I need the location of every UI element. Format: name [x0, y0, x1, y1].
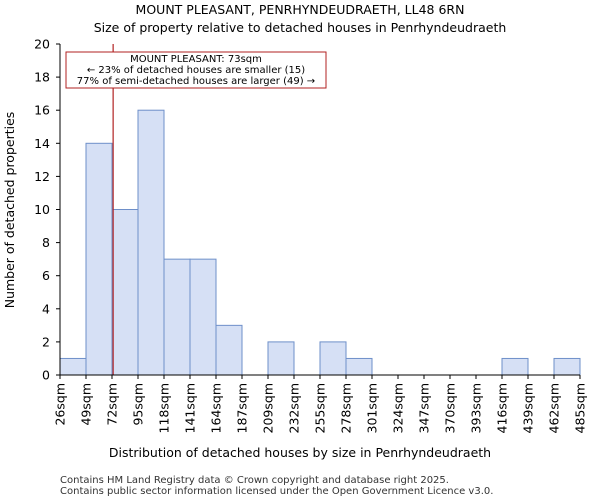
x-tick-label: 209sqm — [261, 383, 276, 433]
x-tick-label: 462sqm — [547, 383, 562, 433]
bar-141sqm — [189, 258, 217, 376]
x-tick-label: 72sqm — [105, 383, 120, 426]
bar-118sqm — [163, 258, 191, 376]
x-tick-label: 439sqm — [521, 383, 536, 433]
y-tick-label: 2 — [42, 334, 50, 349]
y-ticks: 0 2 4 6 8 10 12 14 16 18 20 — [34, 37, 60, 383]
marker: MOUNT PLEASANT: 73sqm← 23% of detached h… — [65, 44, 327, 375]
x-tick-label: 393sqm — [469, 383, 484, 433]
x-tick-label: 164sqm — [209, 383, 224, 433]
annotation-line-3: 77% of semi-detached houses are larger (… — [77, 76, 315, 87]
y-tick-label: 12 — [34, 169, 50, 184]
footer-line-2: Contains public sector information licen… — [60, 486, 493, 497]
bar-49sqm — [85, 142, 113, 376]
x-tick-label: 301sqm — [365, 383, 380, 433]
x-tick-label: 232sqm — [287, 383, 302, 433]
y-tick-label: 14 — [34, 136, 50, 151]
x-tick-label: 255sqm — [313, 383, 328, 433]
bar-209sqm — [267, 341, 295, 376]
bar-462sqm — [553, 357, 581, 376]
annotation-box — [65, 51, 327, 89]
bar-26sqm — [59, 357, 87, 376]
x-tick-label: 26sqm — [53, 383, 68, 426]
chart-subtitle: Size of property relative to detached ho… — [94, 20, 507, 35]
bar-255sqm — [319, 341, 347, 376]
bar-164sqm — [215, 324, 243, 376]
bars — [59, 109, 581, 376]
y-tick-label: 16 — [34, 103, 50, 118]
y-tick-label: 20 — [34, 37, 50, 52]
x-tick-label: 95sqm — [131, 383, 146, 426]
x-tick-label: 485sqm — [573, 383, 588, 433]
chart-title: MOUNT PLEASANT, PENRHYNDEUDRAETH, LL48 6… — [136, 2, 465, 17]
y-axis-label: Number of detached properties — [2, 112, 17, 309]
y-tick-label: 0 — [42, 368, 50, 383]
bar-278sqm — [345, 357, 373, 376]
x-ticks: 26sqm 49sqm 72sqm 95sqm 118sqm 141sqm 164sqm 18… — [53, 375, 588, 433]
x-tick-label: 416sqm — [495, 383, 510, 433]
annotation-line-1: MOUNT PLEASANT: 73sqm — [130, 54, 262, 65]
x-tick-label: 187sqm — [235, 383, 250, 433]
annotation-line-2: ← 23% of detached houses are smaller (15… — [87, 65, 305, 76]
x-axis-label: Distribution of detached houses by size … — [109, 445, 491, 460]
bar-416sqm — [501, 357, 529, 376]
x-tick-label: 278sqm — [339, 383, 354, 433]
y-tick-label: 6 — [42, 268, 50, 283]
y-tick-label: 4 — [42, 301, 50, 316]
bar-72sqm — [111, 209, 139, 376]
x-tick-label: 49sqm — [79, 383, 94, 426]
bar-95sqm — [137, 109, 165, 376]
y-tick-label: 18 — [34, 70, 50, 85]
x-tick-label: 141sqm — [183, 383, 198, 433]
y-tick-label: 10 — [34, 202, 50, 217]
x-tick-label: 324sqm — [391, 383, 406, 433]
footer-line-1: Contains HM Land Registry data © Crown c… — [60, 475, 449, 486]
x-tick-label: 118sqm — [157, 383, 172, 433]
x-tick-label: 370sqm — [443, 383, 458, 433]
x-tick-label: 347sqm — [417, 383, 432, 433]
y-tick-label: 8 — [42, 235, 50, 250]
